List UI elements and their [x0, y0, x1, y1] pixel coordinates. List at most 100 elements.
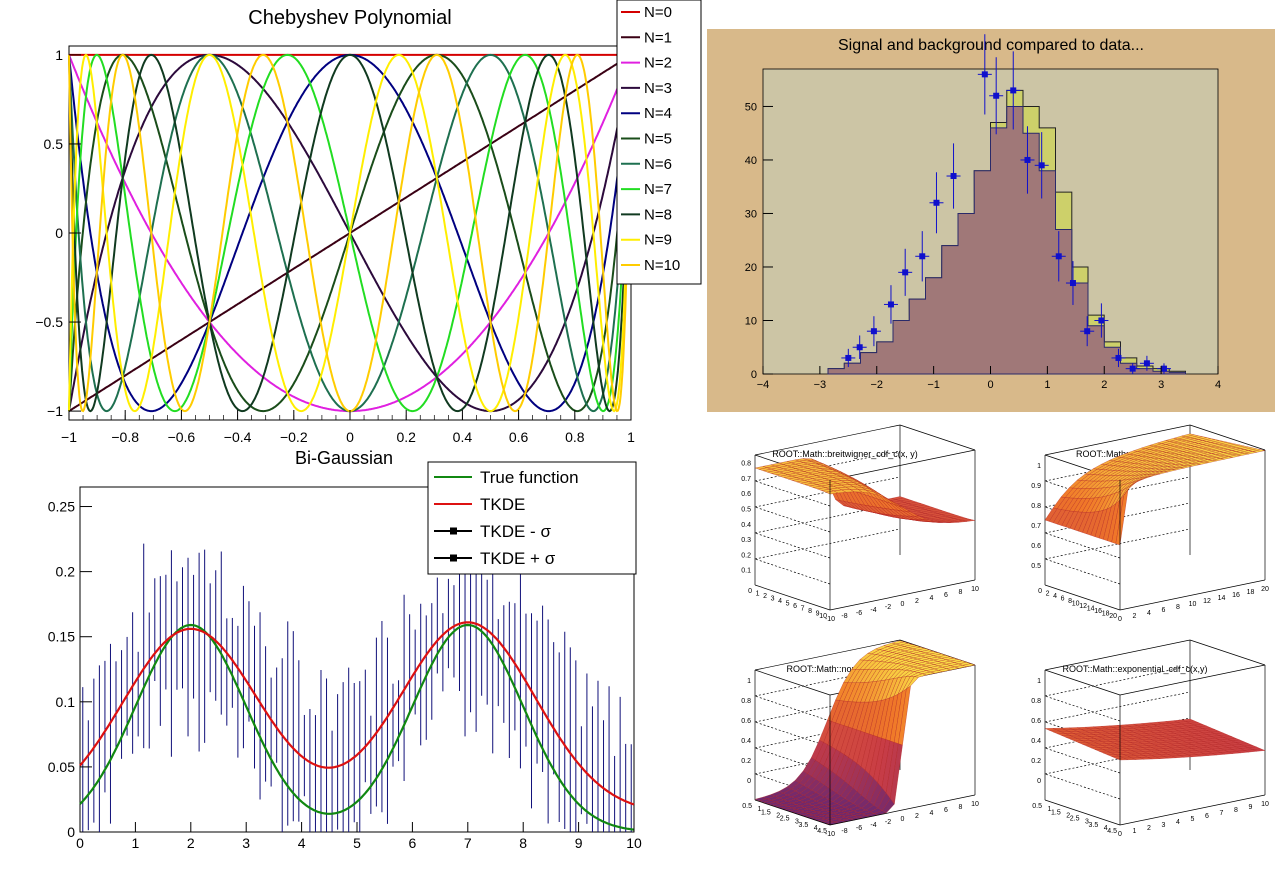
data-point — [981, 71, 988, 78]
surface-x-tick-label: 4 — [930, 595, 934, 602]
chebyshev-legend: N=0 N=1 N=2 N=3 N=4 N=5 N=6 N=7 N=8 N=9 N=10 — [616, 0, 702, 285]
surface-z-tick-label: 0.7 — [1031, 523, 1041, 530]
surface-x-tick-label: 2 — [915, 598, 919, 605]
data-point — [870, 328, 877, 335]
surface-box-edge — [1044, 669, 1121, 696]
surface-y-tick-label: 1 — [756, 591, 760, 598]
surface-panel-3: ROOT::Math::exponential_cdf_c(x,y)00.20.… — [1031, 639, 1269, 838]
surface-box-edge — [1044, 639, 1191, 671]
chebyshev-x-tick-label: −0.8 — [111, 429, 139, 445]
surface-x-tick-label: 0 — [901, 816, 905, 823]
surface-y-tick-label: 3.5 — [1089, 822, 1099, 829]
chebyshev-y-tick-label: 1 — [55, 47, 63, 63]
surface-x-tick-label: 10 — [1189, 601, 1197, 608]
surface-y-tick-label: 8 — [808, 608, 812, 615]
bi-gaussian-x-tick-label: 0 — [76, 835, 84, 851]
chebyshev-x-tick-label: −0.4 — [224, 429, 252, 445]
surface-box-edge — [754, 424, 901, 456]
surface-box-edge — [1189, 424, 1266, 451]
surface-y-tick-label: 1 — [1047, 806, 1051, 813]
surface-box-edge — [1044, 558, 1121, 585]
surface-box-edge — [754, 743, 901, 775]
surface-z-tick-label: 0.4 — [741, 522, 751, 529]
legend-label-N=0: N=0 — [644, 4, 672, 21]
data-point — [1084, 328, 1091, 335]
signal-y-tick-label: 50 — [745, 101, 757, 113]
surface-x-tick-label: 12 — [1203, 598, 1211, 605]
bi-gaussian-panel: Bi-Gaussian 0 1 2 3 4 5 6 7 8 9 10 0 0.05 0.1 0.15 0.2… — [48, 448, 642, 851]
legend-marker-3 — [450, 554, 457, 562]
signal-x-tick-label: −3 — [814, 379, 827, 391]
surface-z-tick-label: 0.7 — [741, 476, 751, 483]
surface-facet — [962, 663, 976, 667]
surface-box-edge — [829, 579, 976, 611]
surface-x-tick-label: 14 — [1218, 595, 1226, 602]
surface-box-edge — [1044, 691, 1191, 723]
signal-y-axis: 0 10 20 30 40 50 — [745, 101, 773, 381]
surface-y-tick-label: 0.5 — [742, 803, 752, 810]
bi-gaussian-y-tick-label: 0.25 — [48, 499, 75, 515]
bi-gaussian-x-tick-label: 1 — [132, 835, 140, 851]
surface-x-tick-label: 4 — [1176, 819, 1180, 826]
signal-background-panel: Signal and background compared to data..… — [707, 29, 1275, 412]
surface-y-tick-label: 4.5 — [1107, 828, 1117, 835]
data-point — [993, 92, 1000, 99]
surface-box-edge — [754, 528, 901, 560]
surface-y-tick-label: 2 — [763, 593, 767, 600]
chebyshev-y-tick-label: 0.5 — [44, 136, 64, 152]
legend-label-N=3: N=3 — [644, 80, 672, 97]
surface-x-tick-label: 6 — [944, 592, 948, 599]
signal-x-tick-label: 0 — [987, 379, 993, 391]
legend-label-N=9: N=9 — [644, 232, 672, 249]
bi-gaussian-x-tick-label: 9 — [575, 835, 583, 851]
surface-y-tick-label: 16 — [1094, 608, 1102, 615]
chebyshev-x-tick-label: 0 — [346, 429, 354, 445]
surface-x-tick-label: 6 — [944, 807, 948, 814]
surface-box-edge — [1044, 747, 1121, 774]
chebyshev-y-axis: −1 −0.5 0 0.5 1 — [35, 47, 81, 419]
surface-box-edge — [754, 721, 831, 748]
chebyshev-y-tick-label: −0.5 — [35, 314, 63, 330]
surface-x-tick-label: -2 — [885, 604, 891, 611]
chebyshev-series-8 — [68, 53, 632, 413]
surface-y-tick-label: 4 — [814, 825, 818, 832]
tkde-curve — [79, 621, 635, 806]
legend-label-3: TKDE + σ — [480, 549, 556, 568]
surface-z-tick-label: 0.6 — [1031, 718, 1041, 725]
surface-x-tick-label: 1 — [1133, 828, 1137, 835]
legend-label-N=5: N=5 — [644, 131, 672, 148]
signal-y-tick-label: 20 — [745, 262, 757, 274]
surface-x-tick-label: 7 — [1220, 810, 1224, 817]
legend-label-0: True function — [480, 468, 579, 487]
legend-label-2: TKDE - σ — [480, 522, 551, 541]
surface-x-tick-label: -6 — [856, 825, 862, 832]
surface-title: ROOT::Math::breitwigner_cdf_c(x, y) — [772, 449, 918, 459]
surface-box-edge — [1044, 799, 1121, 826]
chebyshev-x-tick-label: −1 — [61, 429, 77, 445]
surface-z-tick-label: 0.2 — [741, 552, 751, 559]
surface-z-tick-label: 0 — [1037, 778, 1041, 785]
legend-marker-2 — [450, 527, 457, 535]
chebyshev-x-tick-label: 0.8 — [565, 429, 585, 445]
surface-box-edge — [1119, 579, 1266, 611]
surface-box-edge — [754, 476, 901, 508]
data-points — [841, 34, 1171, 374]
surface-x-tick-label: 9 — [1249, 804, 1253, 811]
surface-x-tick-label: 10 — [1261, 801, 1269, 808]
background-histogram — [827, 106, 1186, 375]
legend-label-N=7: N=7 — [644, 181, 672, 198]
surface-box-edge — [1044, 424, 1191, 456]
surface-box-edge — [754, 506, 831, 533]
surface-box-edge — [829, 794, 976, 826]
surface-y-tick-label: 4 — [1053, 593, 1057, 600]
surface-box-edge — [1044, 773, 1121, 800]
surface-z-tick-label: 0.6 — [741, 491, 751, 498]
surface-box-edge — [1044, 743, 1191, 775]
surface-y-tick-label: 10 — [1072, 601, 1080, 608]
surface-x-tick-label: 3 — [1162, 822, 1166, 829]
surface-y-tick-label: 2 — [776, 812, 780, 819]
surface-z-tick-label: 0.3 — [741, 537, 751, 544]
signal-x-tick-label: 4 — [1215, 379, 1221, 391]
data-point — [887, 301, 894, 308]
